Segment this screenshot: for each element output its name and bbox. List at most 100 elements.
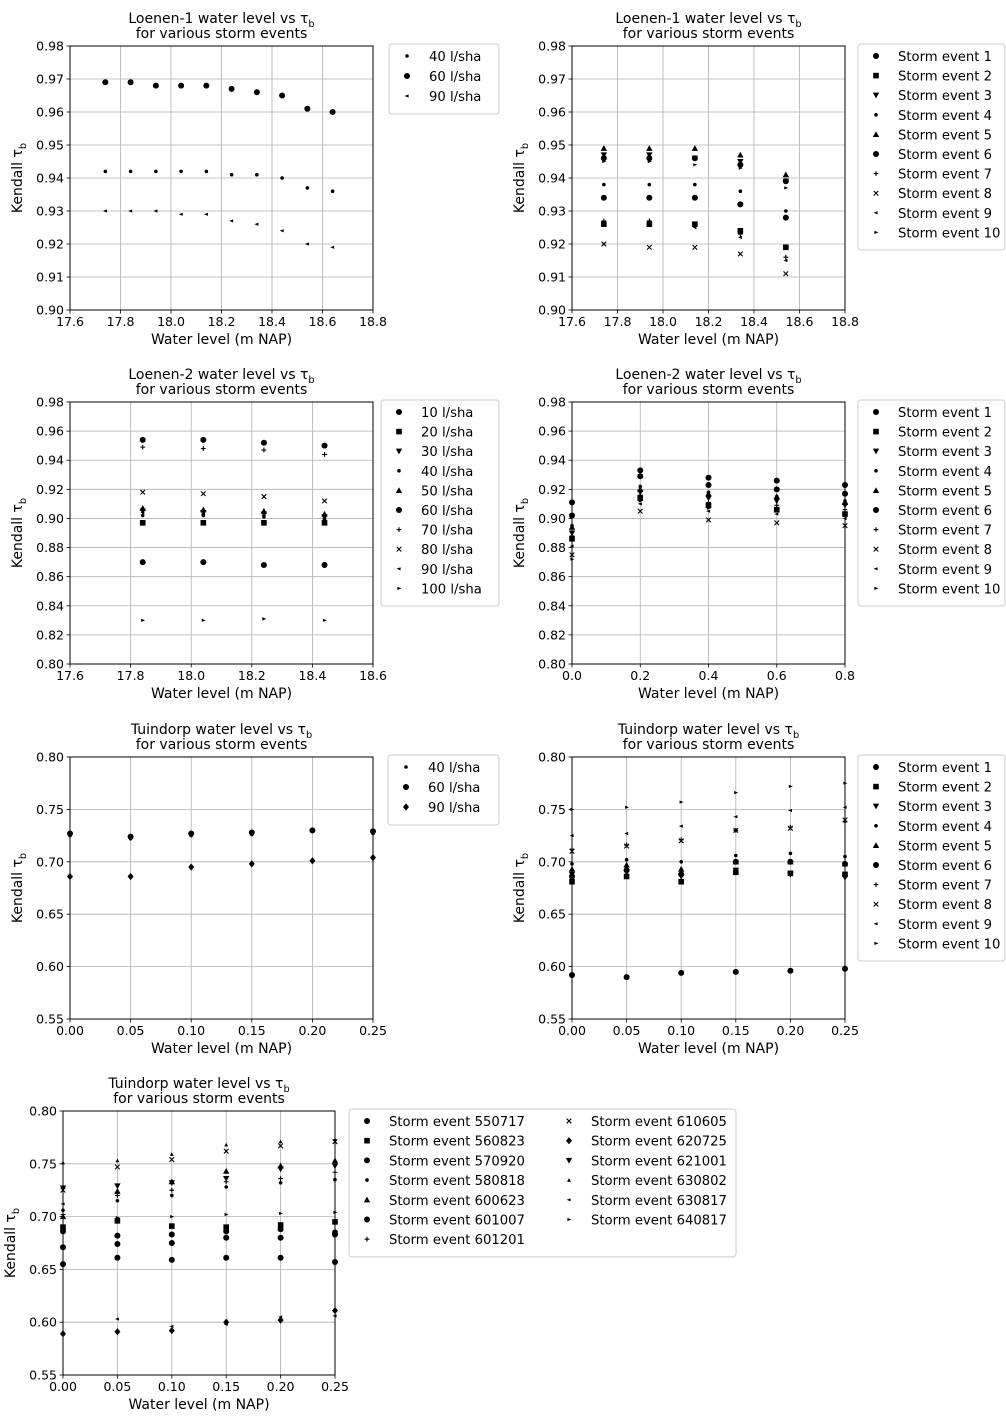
legend-label: Storm event 7 (898, 524, 992, 539)
legend-label: Storm event 7 (898, 168, 992, 183)
data-points (102, 79, 336, 249)
x-tick-label: 0.00 (49, 1379, 77, 1394)
legend-marker (404, 94, 409, 98)
legend-label: Storm event 9 (898, 918, 992, 933)
data-point (737, 151, 744, 158)
data-point (600, 152, 608, 159)
x-tick-label: 0.25 (321, 1379, 349, 1394)
y-tick-label: 0.60 (36, 959, 64, 974)
data-point (637, 473, 644, 480)
legend-item: 80 l/sha (396, 543, 473, 558)
y-tick-label: 0.96 (538, 424, 566, 439)
data-point (277, 1234, 284, 1241)
data-point (678, 873, 685, 880)
x-tick-label: 0.15 (722, 1023, 750, 1038)
x-tick-label: 0.10 (667, 1023, 695, 1038)
data-point (140, 511, 145, 515)
y-tick-label: 0.98 (538, 39, 566, 54)
legend-item: Storm event 5 (872, 484, 992, 499)
data-point (278, 1181, 283, 1185)
series-7 (601, 218, 789, 260)
legend-box (857, 754, 1006, 962)
legend-marker (567, 1217, 572, 1222)
data-point (637, 467, 644, 474)
series-2 (139, 520, 328, 526)
data-point (261, 520, 267, 526)
legend-item: 30 l/sha (395, 445, 473, 460)
legend-marker (873, 862, 879, 868)
y-tick-label: 0.94 (538, 171, 566, 186)
data-point (277, 1143, 284, 1149)
y-tick-label: 0.94 (36, 171, 64, 186)
data-point (169, 1324, 174, 1329)
data-point (646, 145, 653, 151)
axes-frame (69, 401, 374, 665)
data-point (154, 169, 158, 174)
legend-marker (872, 131, 880, 137)
legend-label: 90 l/sha (429, 90, 481, 105)
y-axis-label: Kendall τb (512, 853, 531, 923)
data-point (188, 863, 195, 871)
x-tick-label: 0.00 (56, 1023, 84, 1038)
data-point (223, 1224, 229, 1230)
data-point (102, 209, 107, 213)
legend-marker (873, 409, 879, 415)
series-12 (60, 1202, 337, 1329)
legend-marker (566, 1118, 572, 1124)
data-point (253, 89, 260, 96)
data-point (784, 186, 789, 190)
chart-subtitle: for various storm events (136, 737, 308, 753)
data-point (330, 245, 335, 249)
data-point (705, 490, 712, 497)
data-point (692, 244, 698, 250)
y-tick-label: 0.96 (36, 105, 64, 120)
legend-item: Storm event 620725 (566, 1135, 727, 1150)
y-tick-label: 0.90 (538, 511, 566, 526)
legend-marker (364, 1236, 370, 1242)
legend-label: Storm event 10 (898, 937, 1000, 952)
legend-box (857, 399, 1006, 607)
legend-marker (363, 1196, 371, 1203)
legend-marker (873, 764, 879, 770)
data-point (168, 1256, 175, 1263)
legend-label: 40 l/sha (421, 465, 473, 480)
data-point (637, 486, 644, 492)
legend-marker (872, 487, 880, 493)
legend-box (348, 1108, 737, 1258)
data-point (139, 520, 146, 526)
data-point (223, 1234, 230, 1241)
x-axis-label: Water level (m NAP) (128, 1397, 269, 1413)
y-tick-label: 0.91 (36, 270, 64, 285)
data-point (223, 1322, 228, 1326)
chart-title: Tuindorp water level vs τb (107, 1076, 289, 1095)
data-point (115, 1158, 120, 1163)
x-tick-label: 18.2 (208, 314, 236, 329)
data-point (733, 827, 739, 834)
legend-label: Storm event 3 (898, 445, 992, 460)
data-point (260, 562, 267, 569)
legend-label: Storm event 610605 (591, 1115, 727, 1130)
legend-marker (872, 92, 880, 99)
legend-label: Storm event 10 (898, 226, 1000, 241)
data-point (168, 1240, 175, 1246)
legend-marker (874, 230, 879, 234)
data-point (278, 1139, 283, 1144)
data-point (153, 209, 158, 213)
x-tick-label: 0.6 (767, 668, 787, 683)
y-tick-label: 0.95 (36, 138, 64, 153)
y-tick-label: 0.80 (538, 750, 566, 765)
series-2 (67, 827, 376, 840)
data-point (637, 495, 644, 501)
legend: Storm event 1 Storm event 2 Storm event 3 S… (857, 754, 1006, 962)
data-point (773, 498, 780, 505)
legend-marker (396, 428, 402, 435)
legend: Storm event 1 Storm event 2 Storm event 3 S… (857, 43, 1006, 251)
legend-marker (873, 211, 878, 215)
legend-item: Storm event 7 (873, 168, 992, 183)
legend-label: Storm event 630817 (591, 1194, 727, 1209)
data-point (774, 512, 779, 516)
x-tick-label: 18.8 (359, 314, 387, 329)
x-tick-label: 0.25 (359, 1023, 387, 1038)
legend-label: Storm event 8 (898, 543, 992, 558)
data-point (203, 82, 210, 89)
